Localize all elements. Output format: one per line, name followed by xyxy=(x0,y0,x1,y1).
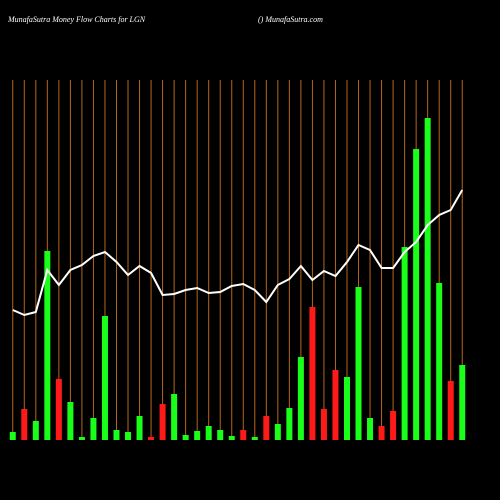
bar xyxy=(297,357,304,440)
bar xyxy=(182,435,189,440)
bar xyxy=(228,436,235,440)
bar xyxy=(378,426,385,440)
bar xyxy=(332,370,339,440)
bar xyxy=(355,287,362,440)
bar xyxy=(263,416,270,440)
bar xyxy=(343,377,350,440)
bar xyxy=(101,316,108,440)
bar xyxy=(413,149,420,440)
chart-subtitle: () MunafaSutra.com xyxy=(258,15,323,24)
bar xyxy=(309,307,316,440)
bar xyxy=(459,365,466,440)
bar xyxy=(367,418,374,440)
bar xyxy=(9,432,16,440)
bar xyxy=(286,408,293,440)
bar xyxy=(436,283,443,440)
bar xyxy=(390,411,397,440)
bar xyxy=(274,424,281,440)
bar xyxy=(148,437,155,440)
bar xyxy=(21,409,28,440)
bar xyxy=(401,247,408,440)
bar xyxy=(113,430,120,440)
bar xyxy=(32,421,39,440)
bar xyxy=(67,402,74,440)
bar xyxy=(424,118,431,440)
chart-title: MunafaSutra Money Flow Charts for LGN xyxy=(7,15,146,24)
bar xyxy=(240,430,247,440)
bar xyxy=(136,416,143,440)
bar xyxy=(217,430,224,440)
bar xyxy=(447,381,454,440)
bar xyxy=(194,431,201,440)
bar xyxy=(159,404,166,440)
bar xyxy=(44,251,51,440)
bar xyxy=(251,437,258,440)
bar xyxy=(205,426,212,440)
bar xyxy=(78,437,85,440)
money-flow-line xyxy=(12,189,464,317)
bar xyxy=(171,394,178,440)
bar xyxy=(125,432,132,440)
bar xyxy=(320,409,327,440)
bar xyxy=(90,418,97,440)
bar xyxy=(55,379,62,440)
